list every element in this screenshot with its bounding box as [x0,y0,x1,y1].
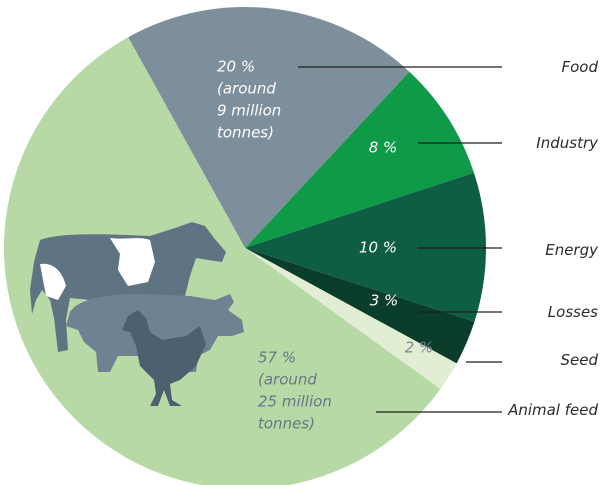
category-label: Seed [560,351,599,369]
value-label: tonnes) [217,124,274,142]
pie-slice [245,248,457,389]
pie-slice [245,71,474,248]
value-label: 25 million [258,393,332,411]
value-label: (around [258,371,317,389]
value-label: 20 % [217,58,255,76]
category-label: Animal feed [508,401,598,419]
value-label: 2 % [405,339,434,357]
value-label: (around [217,80,276,98]
value-label: 3 % [370,292,399,310]
value-label: 9 million [217,102,281,120]
value-label: 8 % [369,139,398,157]
category-label: Energy [545,241,598,259]
pie-slice [245,248,475,364]
animal-illustration [30,222,244,406]
value-label: tonnes) [258,415,315,433]
category-label: Industry [536,134,598,152]
value-label: 57 % [258,349,296,367]
value-label: 10 % [359,239,397,257]
pie-slice [245,172,486,322]
category-label: Losses [547,303,598,321]
category-label: Food [561,58,598,76]
